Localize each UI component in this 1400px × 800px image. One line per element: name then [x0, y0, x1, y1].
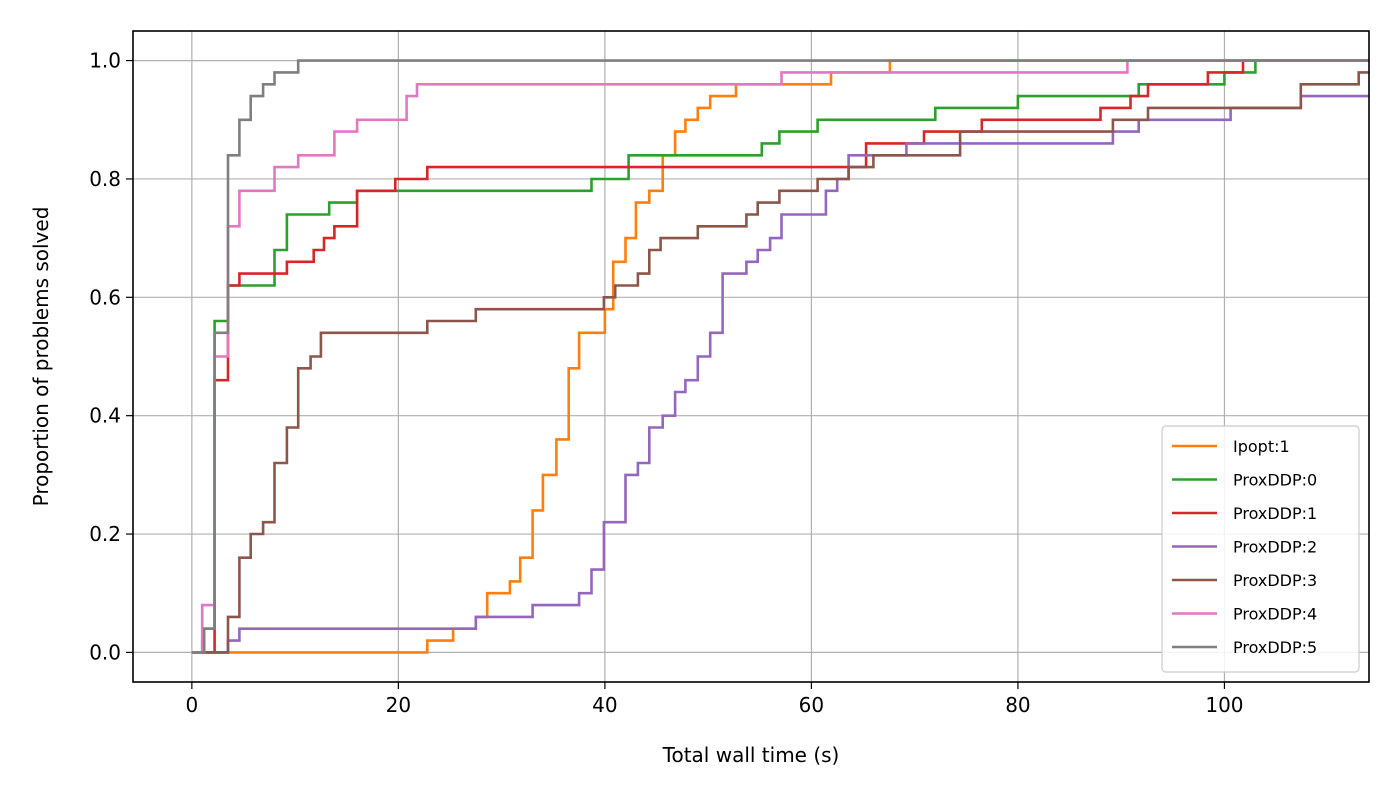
series-layer	[191, 59, 1369, 654]
y-tick-label: 1.0	[89, 49, 121, 73]
series-line-ipopt-1	[191, 59, 1369, 654]
legend-label: ProxDDP:2	[1233, 538, 1317, 557]
x-tick-label: 60	[799, 693, 824, 717]
x-axis-label: Total wall time (s)	[662, 743, 840, 767]
legend-label: ProxDDP:4	[1233, 605, 1317, 624]
legend-label: ProxDDP:1	[1233, 504, 1317, 523]
x-tick-label: 80	[1005, 693, 1030, 717]
x-tick-label: 40	[592, 693, 617, 717]
series-line-proxddp-4	[191, 59, 1369, 654]
legend-label: ProxDDP:3	[1233, 571, 1317, 590]
legend-label: ProxDDP:0	[1233, 471, 1317, 490]
x-tick-label: 0	[185, 693, 198, 717]
ticks: 0 20 40 60 80 100 0.0 0.2 0.4 0.6 0.8 1.0	[89, 49, 1243, 717]
y-tick-label: 0.4	[89, 404, 121, 428]
x-tick-label: 20	[386, 693, 411, 717]
y-tick-label: 0.2	[89, 522, 121, 546]
legend-box	[1161, 425, 1360, 673]
y-tick-label: 0.0	[89, 640, 121, 664]
series-line-proxddp-2	[191, 94, 1369, 654]
series-line-proxddp-1	[191, 59, 1369, 654]
legend-label: ProxDDP:5	[1233, 638, 1317, 657]
legend-label: Ipopt:1	[1233, 437, 1290, 456]
y-axis-label: Proportion of problems solved	[29, 207, 53, 507]
series-line-proxddp-0	[191, 59, 1369, 654]
legend: Ipopt:1 ProxDDP:0 ProxDDP:1 ProxDDP:2 ProxDD…	[1161, 425, 1360, 673]
plot-frame	[132, 30, 1370, 683]
series-line-proxddp-5	[191, 59, 1369, 654]
y-tick-label: 0.8	[89, 167, 121, 191]
x-tick-label: 100	[1205, 693, 1243, 717]
series-line-proxddp-3	[191, 71, 1369, 654]
y-tick-label: 0.6	[89, 285, 121, 309]
